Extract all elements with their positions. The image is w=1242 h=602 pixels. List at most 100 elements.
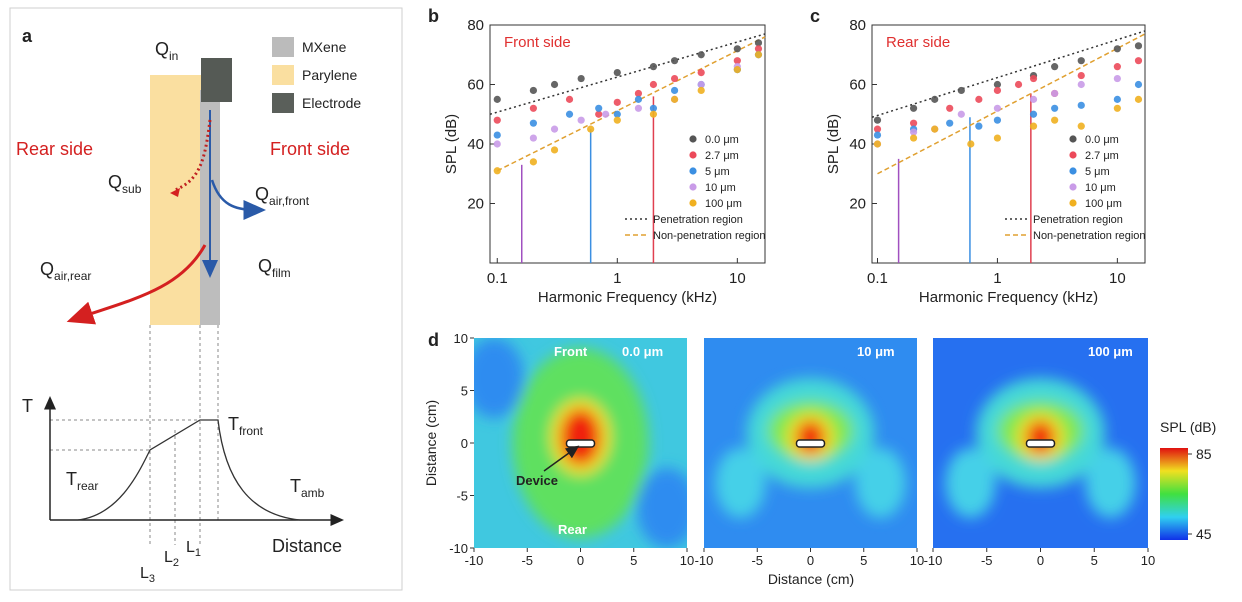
colorbar-tick-label: 85: [1196, 446, 1212, 462]
data-point: [670, 57, 679, 65]
legend-marker: [1069, 135, 1077, 143]
x-tick-label: -10: [465, 553, 484, 568]
x-axis-label: Harmonic Frequency (kHz): [538, 289, 717, 306]
data-point: [1077, 80, 1085, 89]
label-sub: film: [272, 266, 291, 280]
data-point: [613, 110, 621, 118]
label-sub: in: [169, 49, 178, 63]
y-tick-label: 80: [467, 17, 484, 34]
data-point: [529, 119, 537, 127]
data-point: [993, 86, 1002, 95]
label-main: Q: [255, 184, 269, 204]
y-tick-label: 40: [849, 136, 866, 153]
label-sub: air,front: [269, 194, 310, 208]
thickness-label: 0.0 μm: [622, 344, 663, 359]
data-point: [1113, 104, 1121, 112]
legend-label: 10 μm: [1085, 182, 1116, 194]
data-point: [1113, 95, 1121, 103]
colorbar: [1160, 448, 1188, 540]
label-main: T: [66, 469, 77, 489]
panel-a: a MXene Parylene Electrode Rear side Fro…: [9, 7, 403, 591]
data-point: [1029, 122, 1038, 130]
data-point: [909, 104, 918, 112]
legend-marker: [689, 199, 697, 207]
temperature-label: Tamb: [290, 476, 325, 500]
x-tick-label: -5: [751, 553, 763, 568]
y-tick-label: 20: [849, 196, 866, 213]
legend-label: MXene: [302, 39, 347, 55]
data-point: [649, 104, 658, 112]
legend-label: 100 μm: [1085, 198, 1122, 210]
x-tick-label: 10: [729, 270, 746, 287]
label-sub: 1: [195, 547, 201, 559]
data-point: [733, 66, 741, 74]
field: [474, 338, 524, 418]
data-point: [1029, 95, 1038, 103]
data-point: [565, 110, 574, 118]
legend-label: Penetration region: [653, 214, 743, 226]
data-point: [873, 140, 882, 148]
label-main: L: [164, 549, 173, 566]
field: [855, 448, 906, 518]
label-main: Q: [155, 39, 169, 59]
data-point: [1134, 80, 1143, 89]
data-point: [1029, 110, 1038, 118]
data-point: [754, 39, 763, 47]
legend-label: Non-penetration region: [1033, 230, 1146, 242]
annotation: Front: [554, 344, 588, 359]
y-axis-label: Distance (cm): [423, 400, 439, 486]
fit-line: [877, 33, 1146, 175]
device: [565, 439, 596, 448]
data-point: [670, 86, 679, 95]
label-main: Q: [40, 259, 54, 279]
data-point: [975, 95, 983, 103]
data-point: [1077, 57, 1085, 65]
thickness-label: 100 μm: [1088, 344, 1133, 359]
legend-label: Penetration region: [1033, 214, 1123, 226]
field: [1085, 448, 1136, 518]
legend-marker: [1069, 183, 1077, 191]
label-sub: air,rear: [54, 269, 91, 283]
data-point: [993, 104, 1002, 112]
data-point: [550, 80, 559, 89]
data-point: [529, 134, 537, 142]
electrode: [201, 58, 232, 102]
data-point: [529, 104, 537, 112]
x-tick-label: 5: [860, 553, 867, 568]
heat-flow-label: Qsub: [108, 172, 142, 196]
data-point: [613, 116, 621, 124]
axis-label: Distance: [272, 536, 342, 556]
x-tick-label: 5: [1091, 553, 1098, 568]
legend-marker: [1069, 199, 1077, 207]
legend-label: 5 μm: [705, 166, 730, 178]
thickness-label: 10 μm: [857, 344, 895, 359]
data-point: [670, 95, 679, 103]
data-point: [670, 74, 679, 83]
legend-marker: [689, 183, 697, 191]
label-sub: amb: [301, 486, 325, 500]
side-label: Front side: [270, 139, 350, 159]
data-point: [697, 80, 705, 89]
y-tick-label: -10: [449, 541, 468, 556]
data-point: [1029, 74, 1038, 83]
legend-swatch: [272, 37, 294, 57]
data-point: [550, 146, 559, 154]
x-tick-label: 0.1: [487, 270, 508, 287]
data-point: [873, 125, 882, 133]
legend-swatch: [272, 65, 294, 85]
data-point: [613, 69, 621, 77]
legend-label: Electrode: [302, 95, 361, 111]
temperature-label: Trear: [66, 469, 98, 493]
data-point: [587, 125, 595, 133]
data-point: [529, 158, 537, 166]
label-sub: front: [239, 424, 264, 438]
x-tick-label: 0: [577, 553, 584, 568]
data-point: [975, 122, 983, 130]
label-sub: 2: [173, 557, 179, 569]
data-point: [1051, 63, 1059, 71]
heatmap: [474, 338, 687, 548]
data-point: [595, 110, 603, 118]
colorbar-tick-label: 45: [1196, 526, 1212, 542]
